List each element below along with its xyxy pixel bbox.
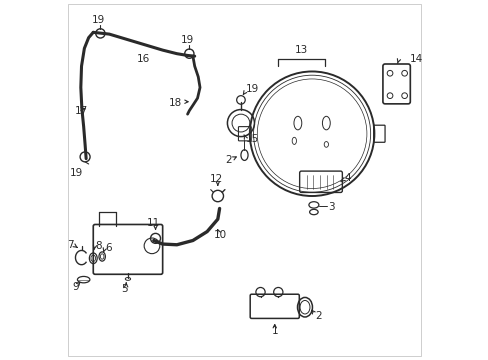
Text: 7: 7	[67, 240, 74, 250]
Text: 1: 1	[271, 326, 278, 336]
Text: 2: 2	[225, 156, 232, 166]
Text: 8: 8	[95, 241, 102, 251]
Text: 16: 16	[136, 54, 149, 64]
Text: 6: 6	[105, 243, 111, 253]
Text: 12: 12	[209, 174, 222, 184]
Text: 19: 19	[92, 15, 105, 25]
Text: 13: 13	[294, 45, 307, 55]
Text: 19: 19	[246, 84, 259, 94]
Text: 15: 15	[246, 134, 259, 144]
Text: 18: 18	[169, 99, 182, 108]
Text: 14: 14	[409, 54, 422, 64]
Text: 19: 19	[181, 35, 194, 45]
Text: 11: 11	[147, 219, 160, 228]
Text: 5: 5	[121, 284, 127, 293]
Text: 2: 2	[315, 311, 322, 321]
Text: 19: 19	[69, 168, 82, 178]
Text: 17: 17	[74, 105, 87, 116]
Text: 9: 9	[72, 282, 79, 292]
Text: 3: 3	[327, 202, 334, 212]
Text: 10: 10	[214, 230, 227, 240]
Text: 4: 4	[344, 173, 350, 183]
